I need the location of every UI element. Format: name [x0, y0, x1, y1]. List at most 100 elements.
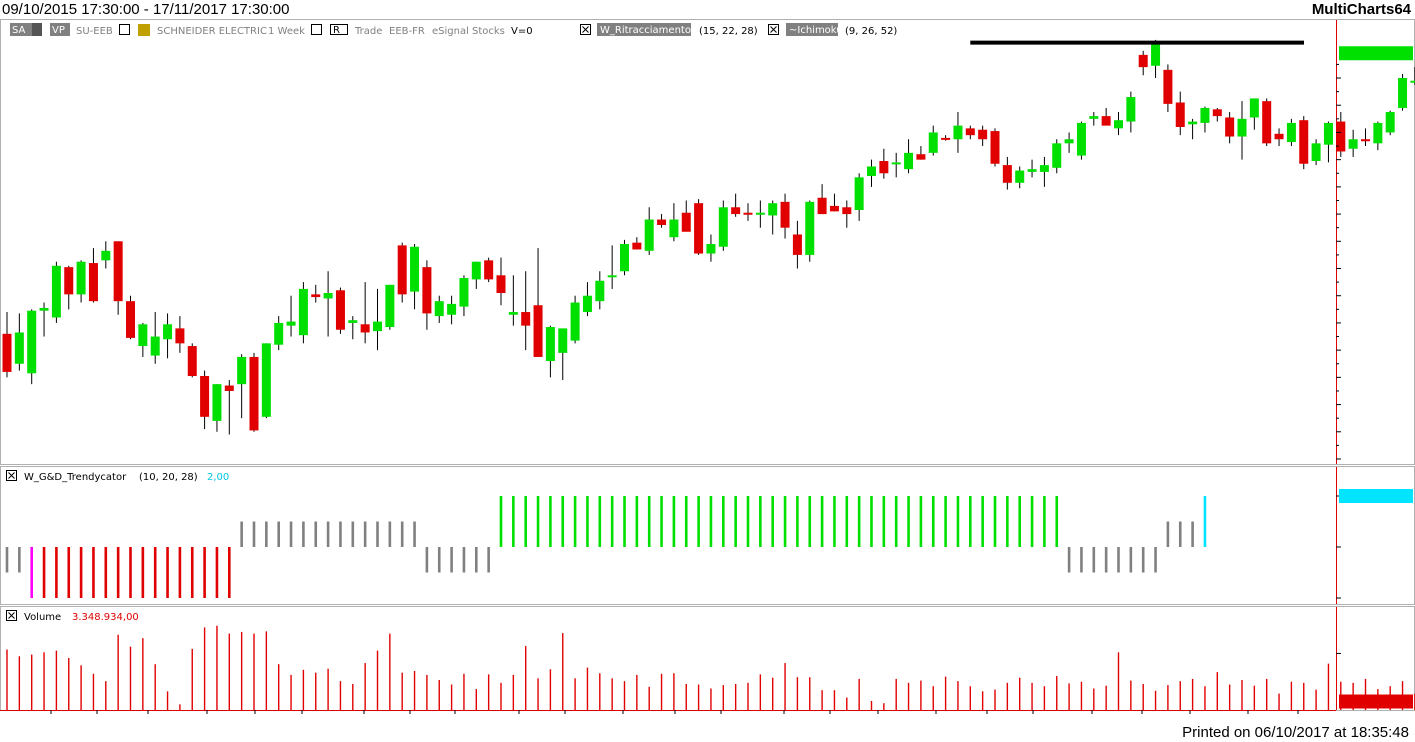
interval-label: 1 Week [268, 26, 305, 37]
candle-body [237, 356, 247, 385]
sa-button[interactable] [10, 23, 32, 36]
candle-body [150, 336, 160, 356]
candle-body [224, 385, 234, 391]
candle-body [965, 128, 975, 136]
candle-body [780, 201, 790, 228]
price-series[interactable] [2, 39, 1415, 435]
candle-body [595, 280, 605, 302]
trend-series[interactable] [5, 496, 1207, 598]
study2-button[interactable] [786, 23, 838, 36]
candle-body [1299, 120, 1309, 164]
candle-body [1101, 116, 1111, 126]
candle-body [755, 212, 765, 215]
candle-body [27, 310, 37, 374]
candle-body [1410, 80, 1415, 83]
candle-body [1138, 54, 1148, 68]
candle-body [1175, 102, 1185, 127]
candle-body [1114, 120, 1123, 129]
candle-body [286, 321, 296, 326]
candle-body [657, 219, 667, 225]
candle-body [768, 203, 778, 216]
candle-body [1361, 139, 1370, 142]
candle-body [607, 275, 617, 278]
candle-body [706, 244, 716, 254]
candle-body [817, 197, 827, 215]
symbol-color-swatch[interactable] [138, 24, 150, 36]
candle-body [1089, 116, 1099, 119]
candle-body [14, 332, 24, 364]
candle-body [138, 324, 148, 347]
candle-body [533, 305, 543, 357]
candle-body [1286, 122, 1296, 142]
candle-body [842, 207, 852, 215]
candle-body [928, 132, 938, 153]
candle-body [484, 260, 494, 280]
candle-body [1027, 169, 1037, 172]
candle-body [582, 295, 592, 313]
candle-body [410, 246, 420, 292]
candle-body [805, 201, 815, 255]
candle-body [1323, 122, 1333, 145]
volume-value-tag [1339, 694, 1413, 709]
candle-body [113, 241, 123, 302]
volume-close-glyph [8, 612, 15, 619]
candle-body [1212, 109, 1222, 117]
study2-close-glyph [770, 26, 777, 33]
candle-body [620, 244, 629, 272]
volume-panel[interactable] [0, 606, 1415, 711]
study2-name: ~Ichimoku [789, 25, 843, 36]
candle-body [632, 242, 642, 250]
candle-body [558, 328, 568, 353]
candle-body [64, 267, 74, 295]
r-label: R [333, 25, 340, 36]
trend-value-tag [1339, 489, 1413, 503]
candle-body [508, 312, 518, 315]
candle-body [941, 137, 951, 140]
exchange-label: EEB-FR [389, 26, 425, 37]
trend-panel[interactable] [0, 466, 1415, 605]
study1-button[interactable] [597, 23, 691, 36]
symbol-dropdown-icon[interactable] [119, 24, 130, 35]
candle-body [718, 207, 728, 247]
candle-body [867, 166, 876, 176]
candle-body [1249, 98, 1259, 118]
candle-body [471, 261, 481, 280]
candle-body [891, 162, 901, 165]
candle-body [1064, 139, 1074, 144]
volume-value: 3.348.934,00 [72, 612, 139, 623]
candle-body [51, 265, 61, 318]
candle-body [323, 293, 333, 299]
candle-body [1348, 139, 1358, 149]
candle-body [854, 177, 864, 210]
candle-body [200, 376, 210, 417]
candle-body [1151, 44, 1161, 66]
candle-body [261, 343, 271, 417]
time-axis [50, 710, 1299, 714]
candle-body [731, 207, 741, 215]
r-button[interactable] [330, 24, 348, 35]
candle-body [298, 288, 308, 336]
candle-body [373, 321, 382, 332]
volume-series[interactable] [6, 625, 1415, 710]
candle-body [249, 356, 259, 431]
candle-body [1225, 117, 1235, 137]
candle-body [570, 302, 580, 341]
trend-title: W_G&D_Trendycator [24, 472, 127, 483]
candle-body [978, 129, 988, 140]
candle-body [1002, 165, 1012, 183]
candle-body [76, 261, 86, 295]
interval-dropdown-icon[interactable] [311, 24, 322, 35]
sa-label: SA [12, 25, 26, 36]
vp-button[interactable] [50, 23, 70, 36]
trend-close-glyph [8, 472, 15, 479]
sa-dropdown-icon[interactable] [32, 23, 42, 36]
candle-body [879, 161, 889, 174]
last-price-tag [1339, 46, 1413, 61]
candle-body [447, 303, 457, 315]
trend-params: (10, 20, 28) [139, 472, 198, 483]
candle-body [521, 312, 531, 326]
candle-body [348, 320, 358, 323]
candle-body [163, 324, 173, 340]
candle-body [644, 219, 654, 251]
